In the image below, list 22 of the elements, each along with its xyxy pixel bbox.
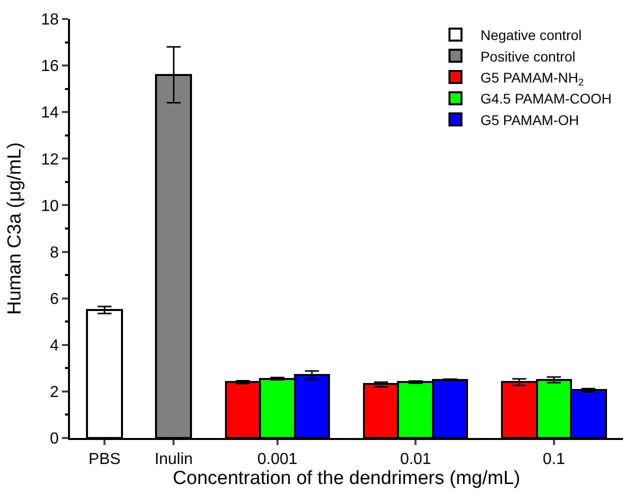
y-tick-label: 6 bbox=[50, 290, 59, 308]
legend-label: Negative control bbox=[480, 27, 582, 44]
y-tick-label: 2 bbox=[50, 384, 59, 402]
x-tick-label: PBS bbox=[88, 451, 121, 468]
y-tick-label: 14 bbox=[41, 104, 59, 122]
x-tick-label: Inulin bbox=[154, 451, 193, 468]
legend-label: G5 PAMAM-NH$_{2}$ bbox=[480, 69, 584, 88]
y-axis-title: Human C3a (μg/mL) bbox=[4, 142, 26, 315]
y-tick-label: 16 bbox=[41, 58, 59, 76]
y-tick-label: 0 bbox=[50, 430, 59, 448]
x-axis-title: Concentration of the dendrimers (mg/mL) bbox=[172, 468, 520, 490]
x-tick-label: 0.1 bbox=[542, 451, 566, 468]
x-tick-label: 0.001 bbox=[257, 451, 298, 468]
y-tick-label: 10 bbox=[41, 198, 59, 215]
x-tick-label: 0.01 bbox=[400, 451, 432, 468]
legend-label: G4.5 PAMAM-COOH bbox=[480, 90, 612, 107]
y-tick-label: 8 bbox=[50, 244, 59, 262]
legend-label: Positive control bbox=[480, 48, 576, 64]
y-tick-label: 18 bbox=[41, 12, 59, 29]
legend-label: G5 PAMAM-OH bbox=[480, 112, 579, 128]
y-tick-label: 4 bbox=[50, 337, 59, 354]
y-tick-label: 12 bbox=[41, 151, 59, 168]
